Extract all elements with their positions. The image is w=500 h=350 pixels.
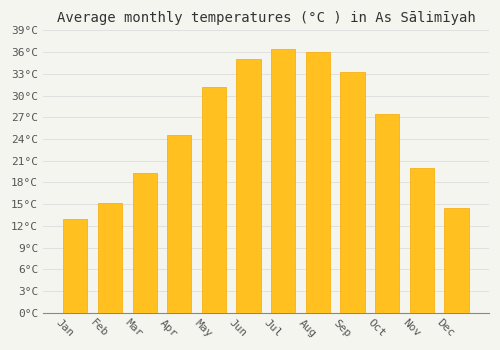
Bar: [98, 203, 122, 313]
Bar: [410, 168, 434, 313]
Bar: [167, 135, 192, 313]
Bar: [306, 52, 330, 313]
Bar: [375, 114, 400, 313]
Bar: [271, 49, 295, 313]
Bar: [340, 72, 364, 313]
Bar: [236, 60, 260, 313]
Bar: [202, 87, 226, 313]
Bar: [444, 208, 468, 313]
Bar: [132, 173, 157, 313]
Bar: [63, 218, 88, 313]
Title: Average monthly temperatures (°C ) in As Sālimīyah: Average monthly temperatures (°C ) in As…: [56, 11, 476, 25]
